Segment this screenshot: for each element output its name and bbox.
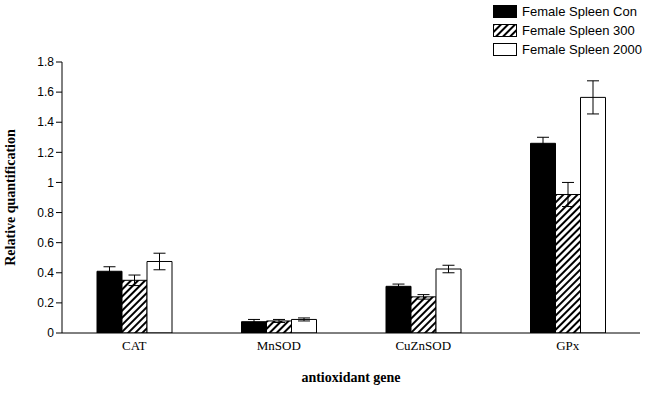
html-text:Female Spleen Con: Female Spleen Con [522, 4, 637, 19]
svg-text:1: 1 [47, 176, 54, 190]
svg-text:0.2: 0.2 [37, 296, 54, 310]
svg-text:0.6: 0.6 [37, 236, 54, 250]
svg-text:CuZnSOD: CuZnSOD [395, 338, 451, 353]
svg-text:1.4: 1.4 [37, 115, 54, 129]
svg-text:0: 0 [47, 326, 54, 340]
svg-text:0.8: 0.8 [37, 206, 54, 220]
svg-text:0.4: 0.4 [37, 266, 54, 280]
svg-text:1.8: 1.8 [37, 55, 54, 69]
svg-text:MnSOD: MnSOD [257, 338, 301, 353]
svg-text:Relative quantification: Relative quantification [8, 129, 18, 266]
svg-text:GPx: GPx [556, 338, 580, 353]
html-text:Female Spleen 2000: Female Spleen 2000 [522, 42, 642, 57]
svg-text:1.2: 1.2 [37, 146, 54, 160]
html-text:Female Spleen 300: Female Spleen 300 [522, 23, 635, 38]
svg-text:CAT: CAT [122, 338, 147, 353]
svg-text:1.6: 1.6 [37, 85, 54, 99]
svg-text:antioxidant gene: antioxidant gene [301, 370, 400, 385]
